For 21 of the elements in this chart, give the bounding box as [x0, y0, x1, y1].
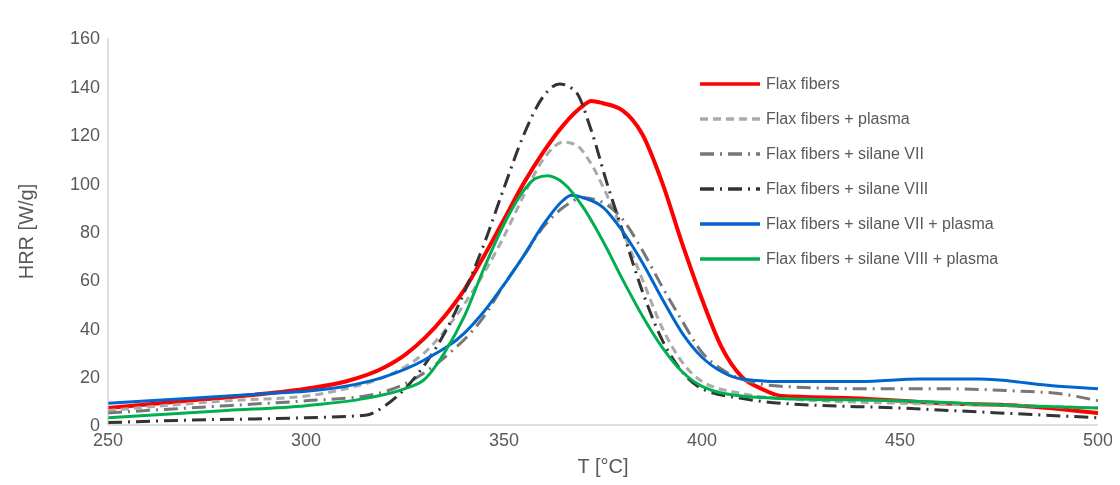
y-tick-label: 80 — [79, 221, 100, 242]
x-tick-label: 350 — [488, 429, 520, 450]
legend-label: Flax fibers — [766, 74, 840, 93]
y-tick-label: 60 — [79, 270, 100, 291]
y-tick-label: 40 — [79, 318, 100, 339]
y-tick-label: 100 — [69, 173, 100, 194]
legend-label: Flax fibers + silane VIII + plasma — [766, 249, 999, 268]
x-axis-title: T [°C] — [577, 455, 629, 477]
y-tick-label: 160 — [69, 28, 100, 49]
legend-label: Flax fibers + silane VII — [766, 144, 924, 163]
legend-label: Flax fibers + plasma — [766, 109, 910, 128]
y-tick-label: 120 — [69, 125, 100, 146]
legend-label: Flax fibers + silane VIII — [766, 179, 929, 198]
legend-label: Flax fibers + silane VII + plasma — [766, 214, 994, 233]
x-tick-label: 450 — [884, 429, 916, 450]
y-tick-label: 140 — [69, 76, 100, 97]
x-tick-label: 400 — [686, 429, 718, 450]
x-tick-label: 300 — [290, 429, 322, 450]
x-tick-label: 500 — [1082, 429, 1114, 450]
y-tick-label: 20 — [79, 367, 100, 388]
y-axis-title: HRR [W/g] — [15, 183, 38, 280]
